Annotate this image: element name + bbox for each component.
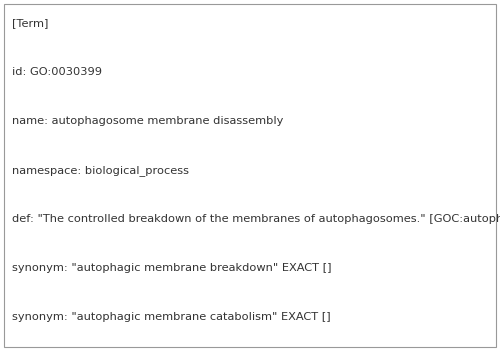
Text: synonym: "autophagic membrane breakdown" EXACT []: synonym: "autophagic membrane breakdown"… bbox=[12, 263, 332, 273]
Text: namespace: biological_process: namespace: biological_process bbox=[12, 165, 189, 176]
Text: id: GO:0030399: id: GO:0030399 bbox=[12, 67, 102, 77]
Text: def: "The controlled breakdown of the membranes of autophagosomes." [GOC:autopha: def: "The controlled breakdown of the me… bbox=[12, 214, 500, 224]
Text: name: autophagosome membrane disassembly: name: autophagosome membrane disassembly bbox=[12, 116, 283, 126]
Text: [Term]: [Term] bbox=[12, 18, 49, 28]
Text: synonym: "autophagic membrane catabolism" EXACT []: synonym: "autophagic membrane catabolism… bbox=[12, 312, 330, 322]
